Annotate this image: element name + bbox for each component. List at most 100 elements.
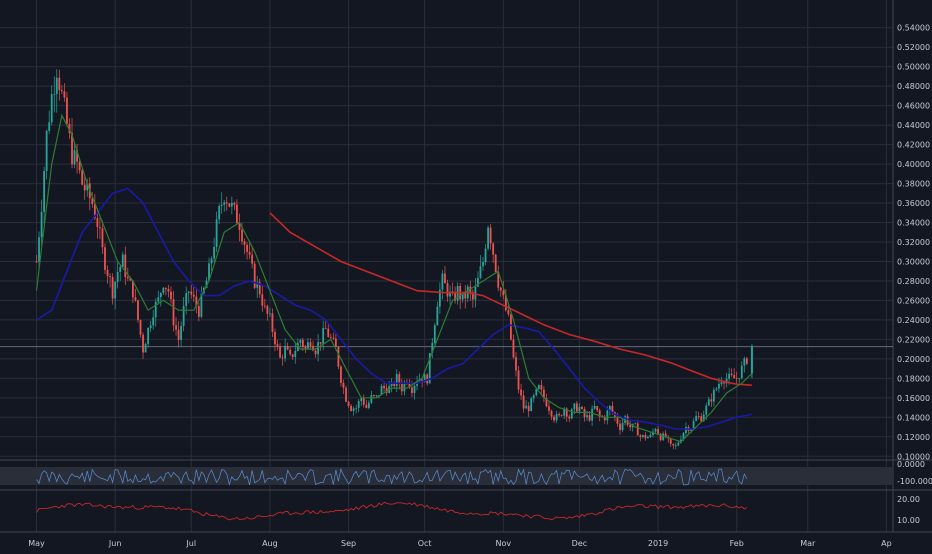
y-tick-label: 0.34000 xyxy=(897,219,930,228)
candle-body xyxy=(93,204,96,219)
candle-body xyxy=(370,395,373,403)
candle-body xyxy=(312,345,314,351)
candle-body xyxy=(251,254,254,264)
candle-body xyxy=(543,389,545,399)
candle-body xyxy=(641,434,644,437)
candle-body xyxy=(385,388,388,393)
y-tick-label: 0.36000 xyxy=(897,199,930,208)
candle-body xyxy=(659,433,662,441)
candle-body xyxy=(575,403,578,412)
candle-body xyxy=(274,331,276,345)
candle-body xyxy=(96,218,99,228)
candle-body xyxy=(743,358,746,366)
candle-body xyxy=(228,203,231,207)
candle-body xyxy=(560,415,563,416)
candle-body xyxy=(497,271,500,288)
candle-body xyxy=(243,241,246,245)
y-tick-label: 0.18000 xyxy=(897,374,930,383)
candle-body xyxy=(177,329,180,340)
y-tick-label: 0.46000 xyxy=(897,102,930,111)
rsi-band xyxy=(0,467,893,485)
candle-body xyxy=(175,325,177,330)
candle-body xyxy=(395,374,398,386)
candle-body xyxy=(276,344,279,347)
candle-body xyxy=(164,287,167,289)
candle-body xyxy=(411,387,413,394)
x-tick-label: Mar xyxy=(800,539,816,548)
candle-body xyxy=(281,357,284,359)
candle-body xyxy=(644,434,647,439)
candle-body xyxy=(730,373,733,376)
candle-body xyxy=(172,299,175,326)
candle-body xyxy=(408,382,411,388)
y-tick-label: 0.42000 xyxy=(897,141,930,150)
candle-body xyxy=(152,317,155,326)
x-tick-label: Ap xyxy=(881,539,892,548)
candle-body xyxy=(342,383,345,388)
x-tick-label: Sep xyxy=(341,539,356,548)
candle-body xyxy=(606,410,609,421)
y-tick-label: 0.26000 xyxy=(897,296,930,305)
candle-body xyxy=(586,415,588,418)
y-tick-label: 0.48000 xyxy=(897,82,930,91)
candle-body xyxy=(319,342,322,344)
candle-body xyxy=(296,342,299,352)
candle-body xyxy=(380,385,383,396)
candle-body xyxy=(205,280,208,288)
candle-body xyxy=(309,342,312,346)
candle-body xyxy=(167,288,170,292)
candle-body xyxy=(213,246,215,259)
candle-body xyxy=(690,428,692,431)
candle-body xyxy=(38,237,40,262)
candle-body xyxy=(720,382,723,384)
candle-body xyxy=(50,94,53,123)
candle-body xyxy=(200,292,203,317)
candle-body xyxy=(266,305,269,314)
y-tick-label: 0.54000 xyxy=(897,24,930,33)
candle-body xyxy=(190,291,193,295)
candle-body xyxy=(258,282,261,295)
candle-body xyxy=(662,433,665,441)
candle-body xyxy=(492,243,495,255)
candle-body xyxy=(718,383,720,389)
rsi-axis-label: 0.0000 xyxy=(897,460,925,469)
candle-body xyxy=(139,319,142,335)
candle-body xyxy=(702,414,705,422)
candle-body xyxy=(664,433,667,437)
candle-body xyxy=(347,401,350,406)
candle-body xyxy=(634,423,637,425)
candle-body xyxy=(695,416,698,421)
candle-body xyxy=(170,291,172,300)
adx-axis-label-low: 10.00 xyxy=(897,516,920,525)
sma-long-line xyxy=(269,212,752,386)
candle-body xyxy=(35,261,38,263)
candle-body xyxy=(672,443,675,446)
candle-body xyxy=(639,435,642,437)
candle-body xyxy=(603,416,606,421)
candle-body xyxy=(550,410,553,417)
y-tick-label: 0.12000 xyxy=(897,433,930,442)
candle-body xyxy=(504,295,507,311)
candle-body xyxy=(647,436,649,439)
adx-axis-label-high: 20.00 xyxy=(897,495,920,504)
candle-body xyxy=(517,370,520,390)
candle-body xyxy=(126,277,129,279)
candle-body xyxy=(73,150,76,165)
candle-body xyxy=(220,204,223,207)
candle-body xyxy=(471,292,474,300)
candle-body xyxy=(649,434,652,437)
candle-body xyxy=(238,223,241,230)
candle-body xyxy=(40,211,43,238)
candle-body xyxy=(740,365,743,379)
x-tick-label: Jun xyxy=(108,539,122,548)
candle-body xyxy=(53,94,56,95)
candle-body xyxy=(428,353,431,384)
candle-body xyxy=(142,334,144,353)
adx-line xyxy=(36,501,748,521)
candle-body xyxy=(555,414,558,421)
candle-body xyxy=(512,339,515,358)
candle-body xyxy=(71,132,73,165)
candle-body xyxy=(489,227,492,244)
